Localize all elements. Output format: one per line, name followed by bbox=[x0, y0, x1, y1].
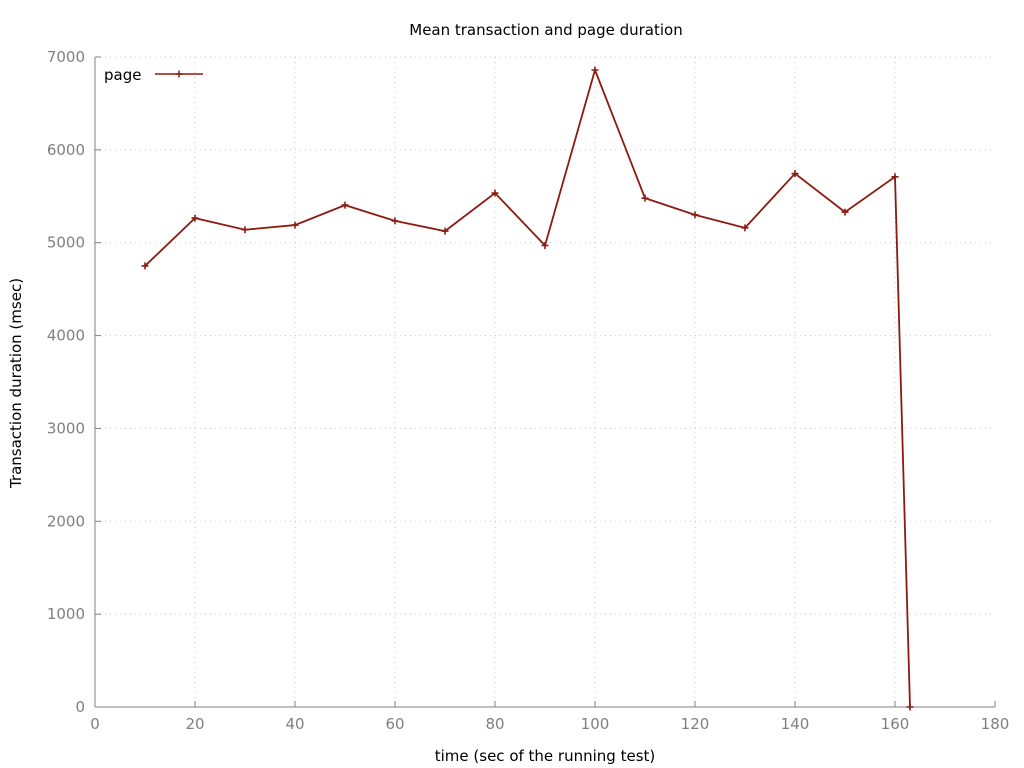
tick-labels: 0 20 40 60 80 100 120 140 160 180 0 1000 2000 3000 400… bbox=[47, 48, 1010, 733]
y-axis-title: Transaction duration (msec) bbox=[7, 278, 25, 489]
y-tick-label: 1000 bbox=[47, 605, 85, 623]
x-tick-label: 80 bbox=[485, 715, 504, 733]
x-axis-title: time (sec of the running test) bbox=[435, 747, 656, 765]
data-point bbox=[491, 189, 499, 197]
legend: page bbox=[104, 66, 203, 84]
x-tick-label: 120 bbox=[681, 715, 710, 733]
data-point bbox=[641, 194, 649, 202]
series-line-page bbox=[144, 67, 911, 708]
x-tick-label: 60 bbox=[385, 715, 404, 733]
data-point bbox=[341, 201, 349, 209]
data-point bbox=[441, 227, 449, 235]
data-point bbox=[691, 211, 699, 219]
data-point bbox=[791, 170, 799, 178]
x-tick-label: 20 bbox=[185, 715, 204, 733]
y-tick-label: 3000 bbox=[47, 419, 85, 437]
grid bbox=[95, 56, 995, 707]
y-tick-label: 2000 bbox=[47, 512, 85, 530]
x-tick-label: 180 bbox=[981, 715, 1010, 733]
data-point bbox=[191, 214, 199, 222]
chart-title: Mean transaction and page duration bbox=[409, 21, 682, 39]
data-point bbox=[241, 226, 249, 234]
series bbox=[141, 66, 914, 711]
data-point bbox=[741, 224, 749, 232]
data-point bbox=[841, 208, 849, 216]
legend-marker-page bbox=[175, 70, 183, 78]
data-point bbox=[291, 221, 299, 229]
x-tick-label: 160 bbox=[881, 715, 910, 733]
data-point bbox=[391, 217, 399, 225]
data-point bbox=[541, 242, 549, 249]
data-point bbox=[891, 173, 899, 181]
y-tick-label: 0 bbox=[75, 698, 85, 716]
x-tick-label: 40 bbox=[285, 715, 304, 733]
y-tick-label: 5000 bbox=[47, 234, 85, 252]
data-point bbox=[141, 262, 149, 270]
x-tick-label: 100 bbox=[581, 715, 610, 733]
x-tick-label: 0 bbox=[90, 715, 100, 733]
x-tick-label: 140 bbox=[781, 715, 810, 733]
data-point bbox=[591, 66, 599, 74]
legend-label-page: page bbox=[104, 66, 141, 84]
y-tick-label: 7000 bbox=[47, 48, 85, 66]
y-tick-label: 6000 bbox=[47, 141, 85, 159]
axes bbox=[94, 56, 996, 708]
data-point bbox=[906, 703, 914, 711]
y-tick-label: 4000 bbox=[47, 327, 85, 345]
